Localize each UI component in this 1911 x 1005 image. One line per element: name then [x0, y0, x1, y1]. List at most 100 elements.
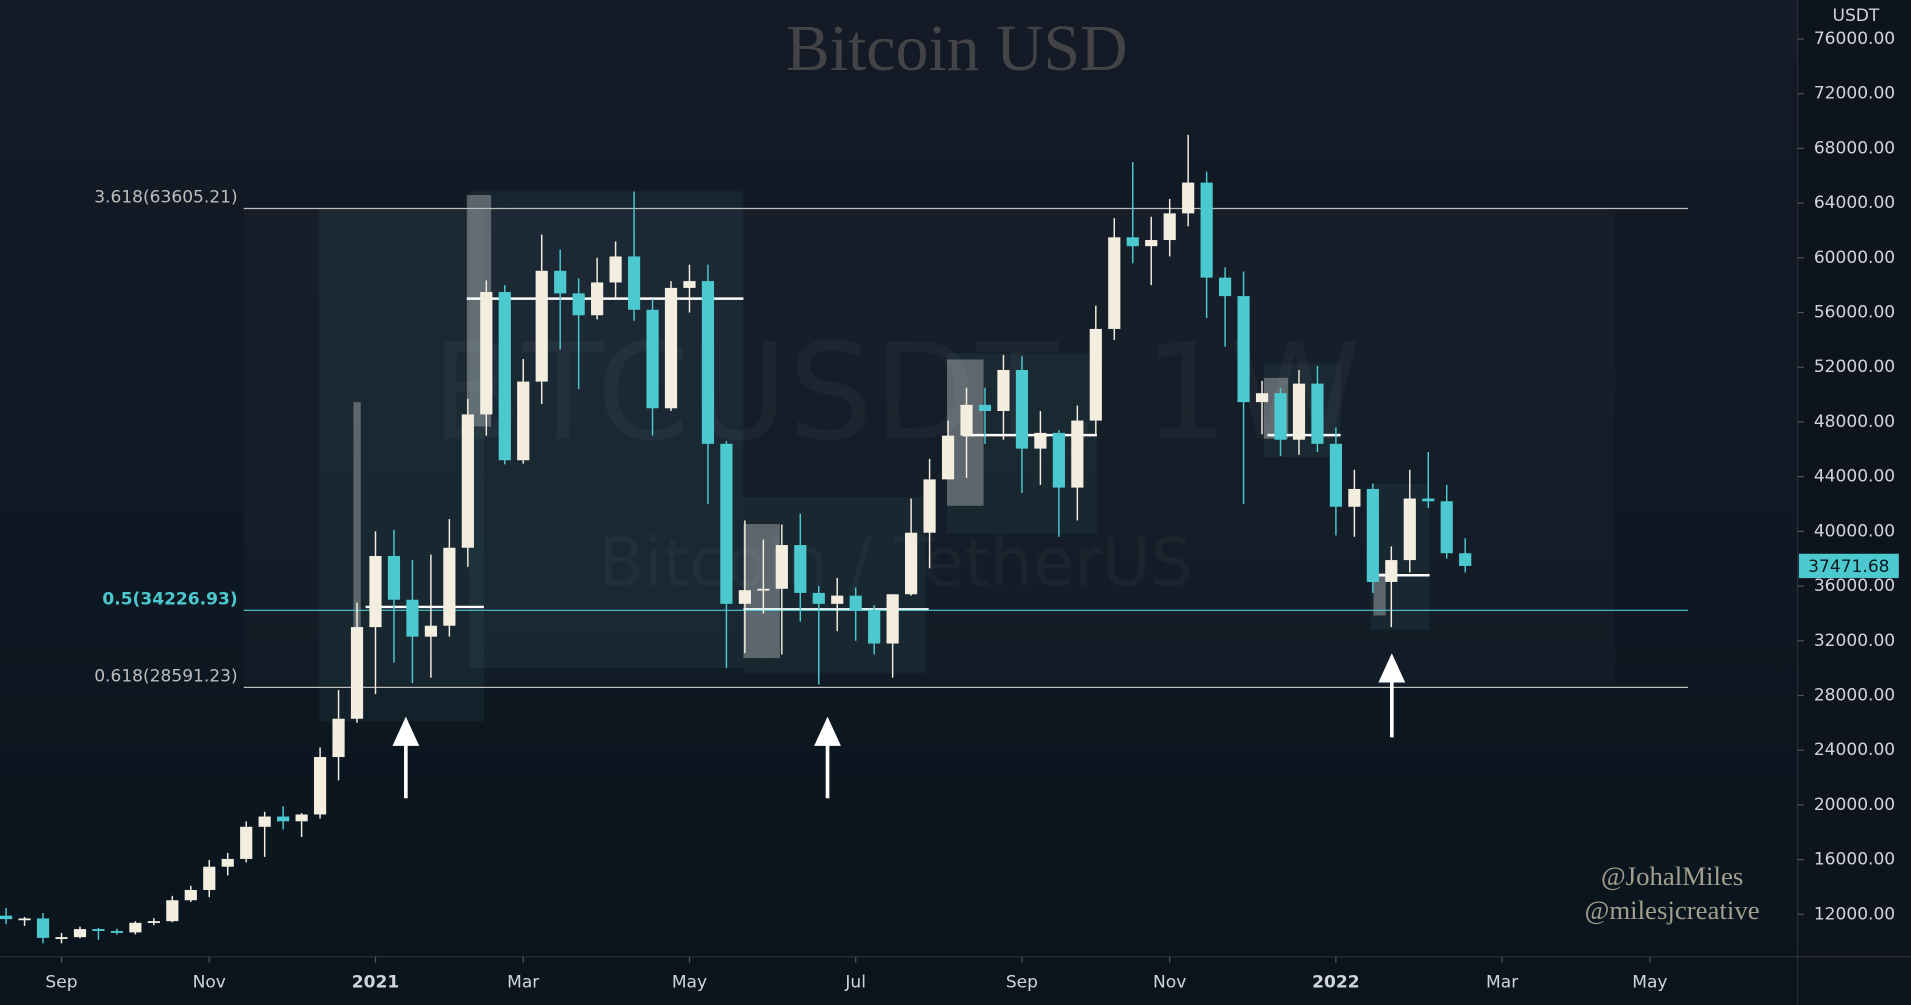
- y-tick-label: 68000.00: [1814, 138, 1895, 158]
- candle-body: [73, 929, 87, 938]
- candle-body: [1145, 240, 1158, 247]
- x-tick-label: Nov: [1153, 972, 1186, 992]
- candle-body: [424, 625, 437, 637]
- candle-body: [313, 757, 327, 815]
- candle-body: [184, 889, 197, 901]
- watermark: Bitcoin / TetherUS: [598, 523, 1193, 601]
- candle-body: [369, 555, 382, 628]
- currency-label: USDT: [1832, 6, 1879, 26]
- y-tick-label: 76000.00: [1814, 29, 1895, 49]
- candle-body: [997, 369, 1010, 411]
- candle-body: [295, 814, 308, 822]
- candle-body: [646, 309, 659, 409]
- fib-label: 3.618(63605.21): [94, 188, 237, 208]
- candle-body: [1348, 488, 1361, 507]
- candle-body: [350, 627, 364, 719]
- candle-body: [757, 588, 770, 591]
- fib-label: 0.5(34226.93): [102, 589, 237, 609]
- y-tick-label: 36000.00: [1814, 576, 1895, 596]
- y-tick-label: 12000.00: [1814, 904, 1895, 924]
- candle-body: [1182, 182, 1195, 214]
- candle-body: [794, 545, 807, 593]
- candle-body: [609, 256, 622, 283]
- candle-body: [720, 443, 733, 604]
- candle-body: [683, 281, 696, 288]
- candle-body: [1292, 383, 1306, 440]
- candle-body: [701, 281, 715, 444]
- y-tick-label: 28000.00: [1814, 685, 1895, 705]
- candle-body: [591, 282, 604, 316]
- candle-body: [1108, 237, 1121, 329]
- candle-body: [1459, 553, 1472, 566]
- candle-body: [55, 937, 68, 939]
- candle-body: [129, 922, 142, 933]
- x-tick-label: Sep: [1006, 972, 1038, 992]
- candle-body: [443, 547, 456, 626]
- candle-body: [831, 595, 844, 604]
- y-tick-label: 72000.00: [1814, 84, 1895, 104]
- y-tick-label: 60000.00: [1814, 248, 1895, 268]
- candle-body: [535, 270, 548, 382]
- x-tick-label: 2022: [1312, 972, 1359, 992]
- candle-body: [1237, 296, 1250, 403]
- candle-body: [1163, 213, 1176, 241]
- fib-label: 0.618(28591.23): [94, 666, 237, 686]
- price-axis: [1797, 0, 1911, 1005]
- candle-body: [627, 256, 641, 310]
- x-tick-label: May: [672, 972, 707, 992]
- candle-body: [258, 816, 271, 827]
- candle-body: [406, 599, 419, 637]
- candle-body: [203, 866, 216, 890]
- candle-body: [868, 610, 881, 644]
- chart-title: Bitcoin USD: [786, 12, 1128, 85]
- arrows: [392, 653, 1406, 799]
- candle-body: [1403, 498, 1416, 561]
- candle-body: [1015, 369, 1029, 449]
- candle-body: [941, 435, 955, 480]
- credit: @JohalMiles: [1601, 861, 1743, 891]
- credit: @milesjcreative: [1585, 895, 1760, 925]
- y-tick-label: 56000.00: [1814, 303, 1895, 323]
- candle-body: [738, 590, 751, 604]
- candle-body: [1219, 277, 1232, 297]
- candle-body: [1052, 432, 1065, 488]
- candle-body: [1385, 560, 1398, 582]
- last-price-box: [1798, 553, 1899, 579]
- candle-body: [1366, 488, 1379, 582]
- candle-body: [1274, 393, 1287, 440]
- candle-body: [849, 595, 862, 611]
- candle-body: [572, 293, 585, 316]
- y-tick-label: 20000.00: [1814, 795, 1895, 815]
- x-tick-label: Mar: [1486, 972, 1519, 992]
- candle-body: [387, 555, 401, 600]
- candle-body: [18, 918, 31, 921]
- candle-body: [147, 921, 160, 923]
- y-tick-label: 16000.00: [1814, 850, 1895, 870]
- profile-box: [319, 209, 484, 722]
- candle-body: [1440, 501, 1453, 554]
- y-tick-label: 44000.00: [1814, 467, 1895, 487]
- candle-body: [664, 287, 678, 409]
- candle-body: [554, 270, 567, 294]
- candle-body: [1255, 393, 1269, 403]
- candle-body: [812, 592, 825, 604]
- candle-body: [1034, 432, 1047, 449]
- x-tick-label: Jul: [844, 972, 866, 992]
- candle-body: [923, 479, 936, 533]
- candle-body: [461, 414, 474, 548]
- y-tick-label: 24000.00: [1814, 740, 1895, 760]
- candle-body: [480, 292, 493, 415]
- candle-body: [92, 929, 105, 932]
- y-tick-label: 40000.00: [1814, 521, 1895, 541]
- candle-body: [36, 918, 50, 938]
- candle-body: [1089, 328, 1102, 421]
- candle-body: [498, 292, 511, 461]
- watermark: BTCUSDT, 1W: [430, 315, 1361, 471]
- candle-body: [517, 381, 530, 461]
- candle-body: [277, 816, 290, 822]
- y-tick-label: 48000.00: [1814, 412, 1895, 432]
- candle-body: [1071, 420, 1084, 488]
- profile-box: [469, 191, 744, 668]
